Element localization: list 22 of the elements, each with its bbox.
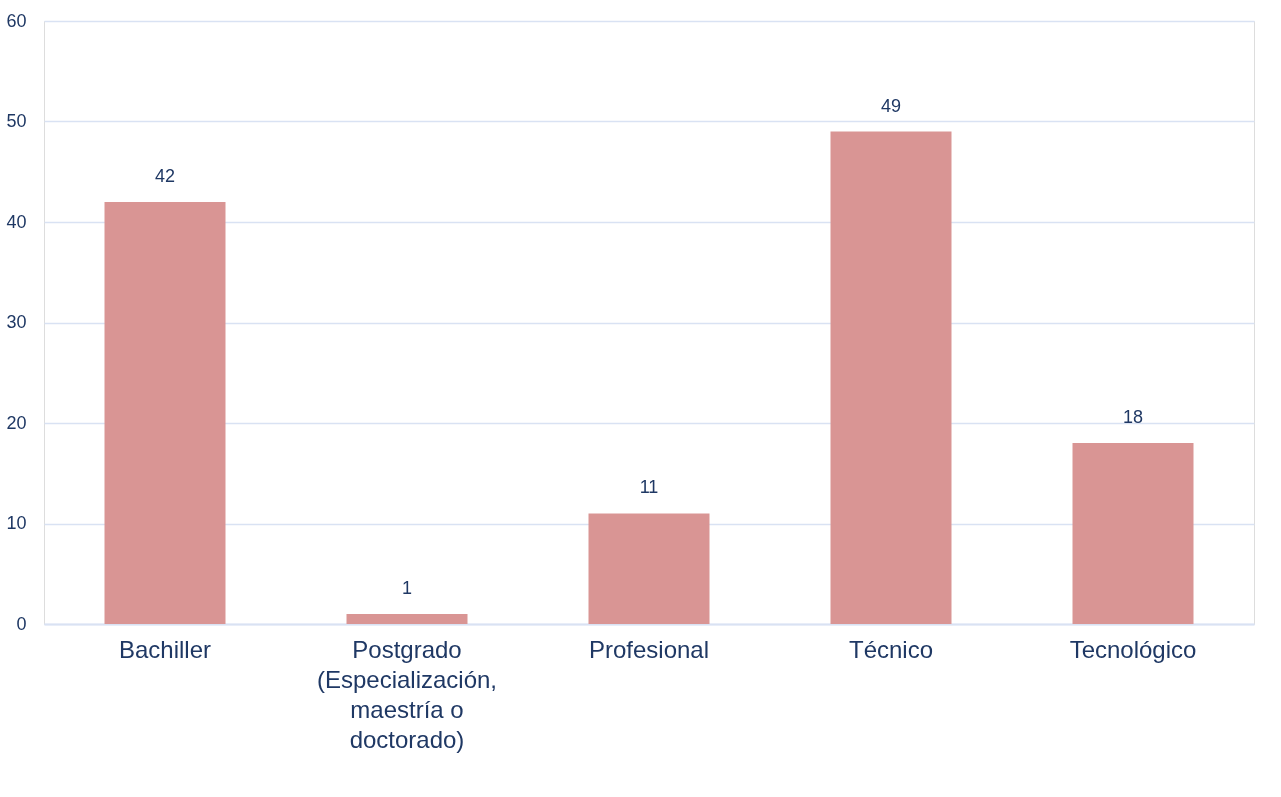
x-tick-label: Postgrado (Especialización, maestría o doctorado) — [316, 635, 498, 753]
bar — [830, 131, 952, 624]
y-tick-label: 0 — [16, 613, 27, 634]
y-tick-label: 20 — [6, 412, 27, 433]
bar — [104, 201, 226, 624]
y-tick-label: 50 — [6, 111, 27, 131]
data-label: 42 — [154, 165, 176, 186]
bar — [588, 513, 710, 624]
x-tick-label: Bachiller — [118, 635, 212, 663]
x-tick-label: Tecnológico — [1069, 635, 1197, 663]
x-tick-label: Profesional — [588, 635, 710, 663]
bar — [1072, 443, 1194, 624]
data-label: 49 — [880, 95, 902, 116]
y-tick-label: 60 — [6, 10, 27, 31]
data-label: 11 — [639, 477, 659, 498]
y-tick-label: 10 — [6, 513, 27, 533]
x-tick-label: Técnico — [848, 635, 934, 663]
y-tick-label: 40 — [6, 211, 27, 232]
data-label: 18 — [1122, 407, 1144, 428]
y-tick-label: 30 — [6, 312, 27, 332]
data-label: 1 — [401, 577, 413, 598]
bar — [346, 613, 468, 624]
